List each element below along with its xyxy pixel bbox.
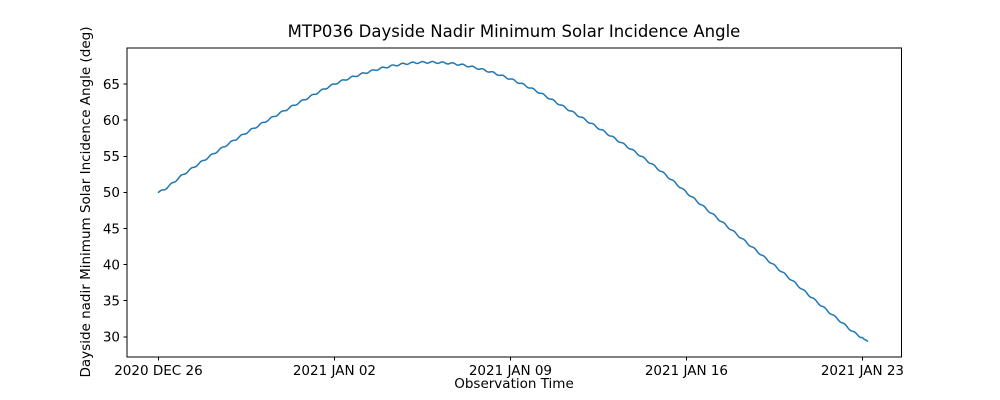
y-tick-label: 50 xyxy=(103,185,120,201)
y-tick-label: 65 xyxy=(103,77,120,93)
y-tick-label: 45 xyxy=(103,221,120,237)
x-axis-label: Observation Time xyxy=(454,376,574,392)
axes-frame xyxy=(126,47,902,358)
y-tick-label: 30 xyxy=(103,330,120,346)
y-tick-label: 40 xyxy=(103,257,120,273)
x-tick-label: 2021 JAN 09 xyxy=(469,363,552,379)
x-tick-label: 2021 JAN 16 xyxy=(645,363,728,379)
y-tick-label: 55 xyxy=(103,149,120,165)
x-tick-label: 2020 DEC 26 xyxy=(114,363,202,379)
data-line xyxy=(157,60,869,342)
chart-title: MTP036 Dayside Nadir Minimum Solar Incid… xyxy=(287,22,741,41)
y-tick-label: 60 xyxy=(103,113,120,129)
x-tick-label: 2021 JAN 02 xyxy=(293,363,376,379)
y-tick-label: 35 xyxy=(103,293,120,309)
x-tick-label: 2021 JAN 23 xyxy=(821,363,904,379)
